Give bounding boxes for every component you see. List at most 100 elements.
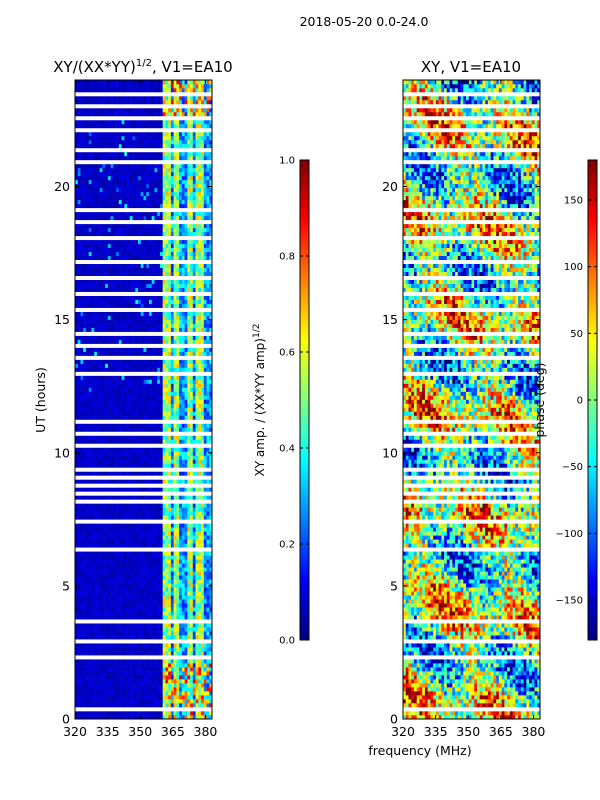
amp-cell (184, 659, 188, 664)
amp-cell (127, 643, 131, 648)
amp-cell (159, 467, 163, 472)
amp-cell (165, 343, 169, 348)
amp-cell (96, 499, 100, 504)
amp-cell (88, 543, 92, 548)
amp-cell (91, 627, 95, 632)
amp-cell (176, 579, 180, 584)
amp-cell (132, 379, 136, 384)
amp-cell (110, 475, 114, 480)
amp-cell (116, 335, 120, 340)
amp-cell (162, 535, 166, 540)
amp-cell (94, 383, 98, 388)
amp-cell (99, 407, 103, 412)
amp-cell (116, 419, 120, 424)
amp-cell (113, 655, 117, 660)
amp-cell (96, 659, 100, 664)
amp-cell (135, 607, 139, 612)
amp-cell (94, 503, 98, 508)
amp-cell (83, 335, 87, 340)
amp-cell (124, 559, 128, 564)
amp-cell (157, 687, 161, 692)
amp-cell (110, 415, 114, 420)
amp-cell (201, 699, 205, 704)
amp-cell (198, 531, 202, 536)
amp-cell (170, 587, 174, 592)
amp-cell (129, 579, 133, 584)
amp-cell (201, 555, 205, 560)
amp-cell (201, 347, 205, 352)
amp-cell (129, 611, 133, 616)
amp-cell (116, 691, 120, 696)
amp-cell (148, 323, 153, 328)
amp-cell (118, 451, 122, 456)
amp-cell (201, 691, 205, 696)
amp-cell (190, 419, 194, 424)
amp-cell (198, 491, 202, 496)
amp-cell (143, 423, 147, 428)
amp-cell (154, 603, 158, 608)
amp-cell (151, 711, 155, 716)
amp-cell (88, 427, 92, 432)
amp-cell (195, 379, 199, 384)
amp-cell (85, 615, 89, 620)
amp-cell (192, 467, 196, 472)
amp-cell (157, 715, 161, 719)
amp-cell (195, 647, 199, 652)
amp-cell (195, 343, 199, 348)
amp-cell (110, 471, 114, 476)
amp-cell (94, 679, 98, 684)
amp-cell (85, 411, 89, 416)
amp-cell (132, 627, 136, 632)
amp-cell (85, 503, 89, 508)
amp-cell (99, 543, 103, 548)
amp-cell (132, 359, 136, 364)
amp-cell (124, 595, 128, 600)
amp-cell (157, 475, 161, 480)
amp-cell (151, 363, 155, 368)
amp-cell (116, 559, 120, 564)
amp-cell (140, 711, 144, 716)
amp-cell (135, 419, 139, 424)
amp-cell (176, 331, 180, 336)
amp-cell (96, 591, 100, 596)
amp-cell (165, 651, 169, 656)
amp-cell (162, 599, 166, 604)
amp-cell (113, 483, 117, 488)
amp-cell (162, 623, 166, 628)
amp-cell (118, 431, 122, 436)
amp-cell (135, 471, 139, 476)
amp-cell (201, 583, 205, 588)
amp-cell (179, 395, 183, 400)
amp-cell (179, 335, 183, 340)
amp-cell (80, 459, 84, 464)
amp-cell (190, 655, 194, 660)
amp-cell (187, 687, 191, 692)
amp-cell (94, 435, 98, 440)
amp-cell (132, 463, 136, 468)
amp-cell (129, 635, 133, 640)
amp-cell (165, 635, 169, 640)
amp-cell (170, 459, 174, 464)
amp-cell (91, 715, 95, 719)
amp-cell (107, 383, 111, 388)
amp-cell (151, 379, 155, 384)
amp-cell (83, 375, 87, 380)
amp-cell (148, 571, 153, 576)
amp-cell (173, 539, 177, 544)
amp-cell (127, 667, 131, 672)
amp-cell (168, 363, 172, 368)
amp-cell (181, 499, 185, 504)
amp-cell (146, 687, 150, 692)
amp-cell (113, 507, 117, 512)
amp-cell (170, 703, 174, 708)
amp-title: XY/(XX*YY)1/2, V1=EA10 (53, 58, 232, 76)
amp-cell (184, 423, 188, 428)
amp-cell (127, 375, 131, 380)
amp-cell (203, 363, 207, 368)
amp-cell (146, 599, 150, 604)
amp-cell (184, 627, 188, 632)
amp-cell (138, 579, 142, 584)
amp-cell (170, 447, 174, 452)
amp-cell (170, 399, 174, 404)
amp-cell (151, 475, 155, 480)
